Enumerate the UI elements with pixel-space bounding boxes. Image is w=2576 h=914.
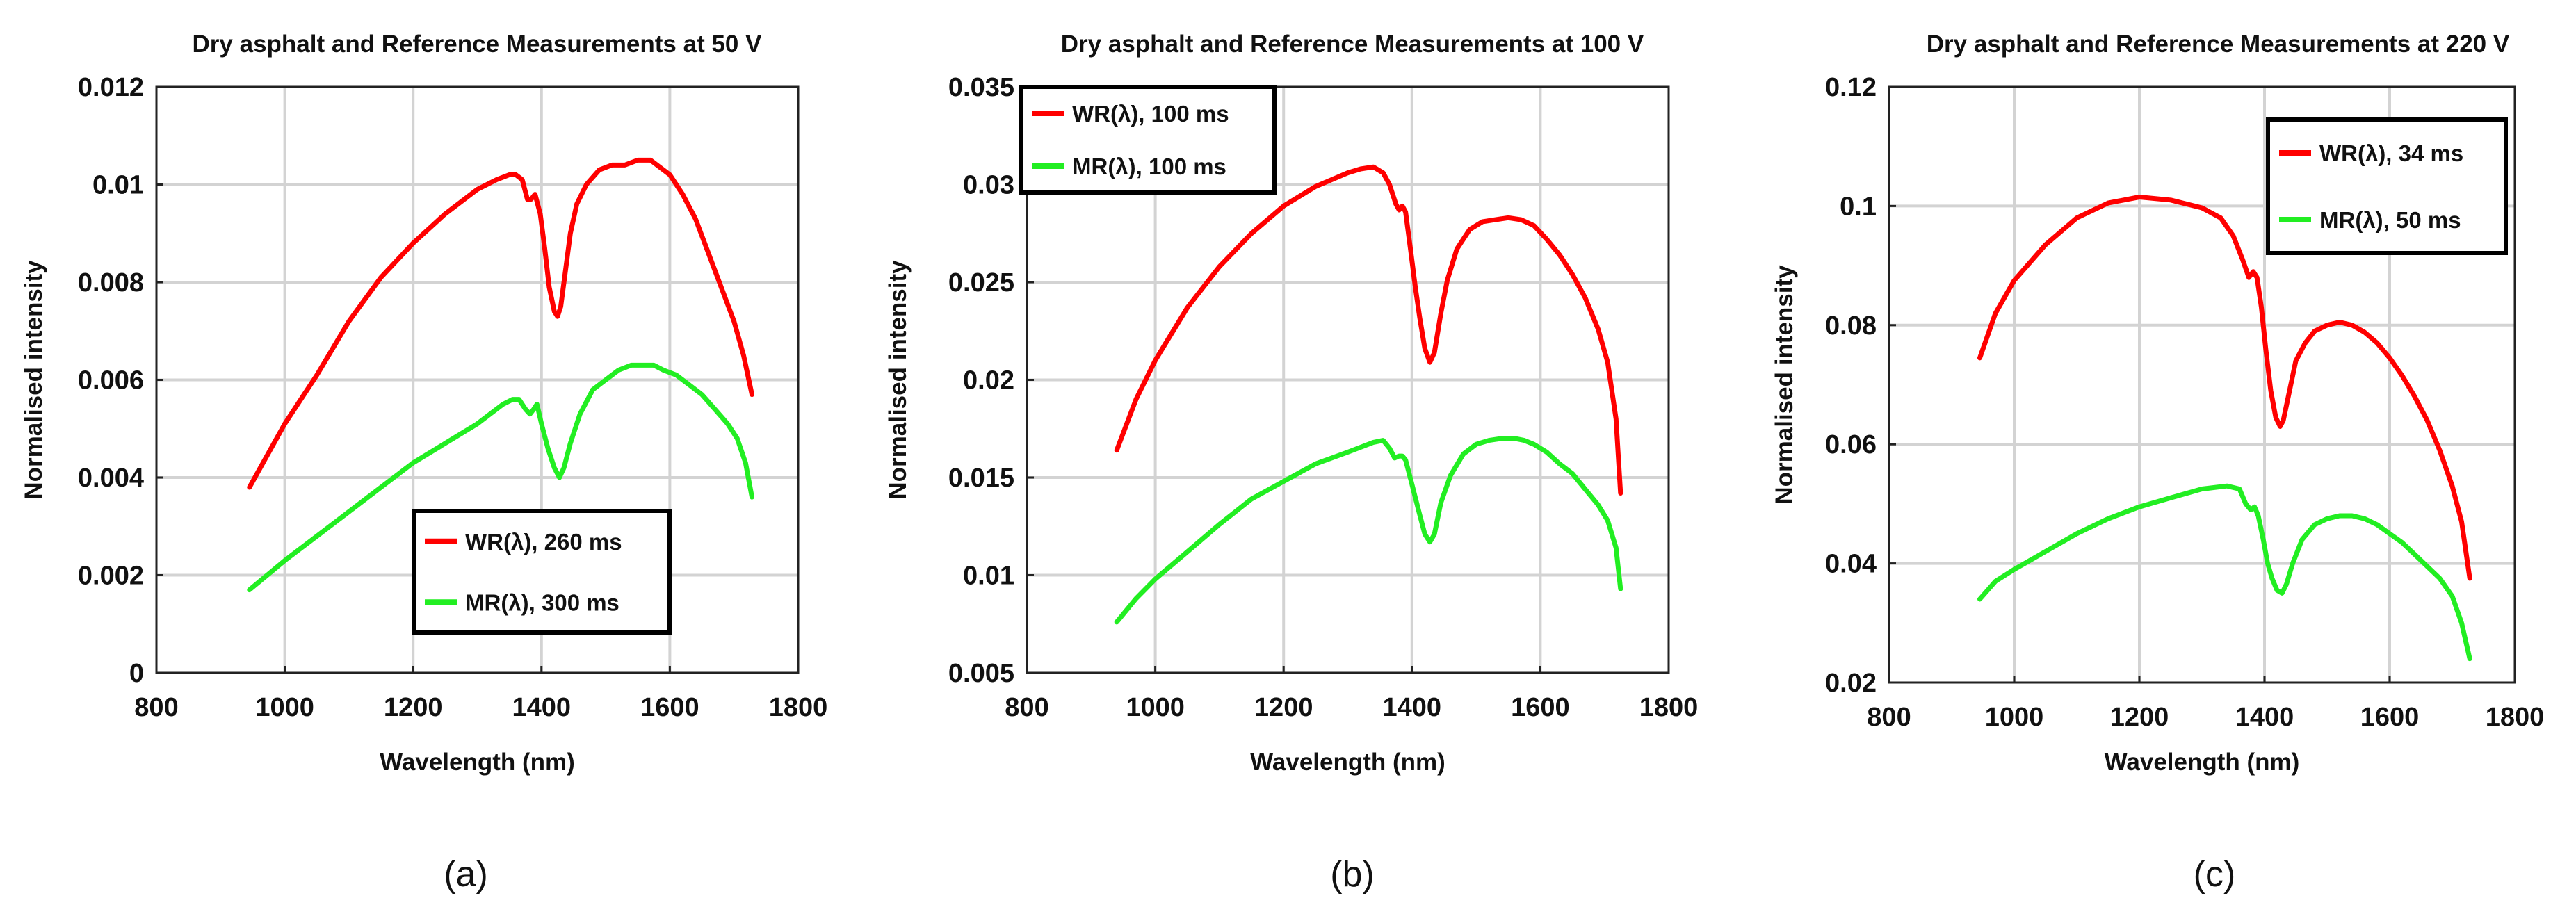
legend-box <box>2266 117 2508 255</box>
series-line-wr <box>1977 195 2472 581</box>
legend-label-mr: MR(λ), 50 ms <box>2319 207 2461 233</box>
y-tick-label: 0 <box>129 659 144 688</box>
x-tick-label: 1600 <box>2360 703 2420 732</box>
y-tick-label: 0.006 <box>78 366 144 395</box>
x-axis-label: Wavelength (nm) <box>380 749 575 776</box>
x-tick-label: 1000 <box>255 693 314 722</box>
y-tick-label: 0.03 <box>963 171 1014 200</box>
x-tick-label: 800 <box>1867 703 1911 732</box>
x-axis-label: Wavelength (nm) <box>1250 749 1445 776</box>
x-tick-label: 1000 <box>1126 693 1185 722</box>
legend-label-wr: WR(λ), 260 ms <box>465 529 622 555</box>
y-axis-label: Normalised intensity <box>1771 265 1798 505</box>
legend: WR(λ), 100 ms MR(λ), 100 ms <box>1019 85 1277 195</box>
x-tick-label: 1800 <box>1639 693 1699 722</box>
x-tick-label: 1600 <box>640 693 699 722</box>
y-tick-label: 0.002 <box>78 562 144 591</box>
legend: WR(λ), 260 ms MR(λ), 300 ms <box>412 509 672 635</box>
series-line-mr <box>1977 483 2472 662</box>
legend-label-mr: MR(λ), 100 ms <box>1072 154 1226 179</box>
chart-panel-1: 800 1000 1200 1400 1600 1800 0 0.002 0.004 0.006 0… <box>20 31 827 895</box>
chart-title: Dry asphalt and Reference Measurements a… <box>193 31 763 58</box>
y-tick-label: 0.01 <box>92 171 144 200</box>
x-tick-label: 1400 <box>2235 703 2294 732</box>
y-tick-label: 0.012 <box>78 73 144 102</box>
x-tick-label: 1800 <box>769 693 828 722</box>
x-tick-label: 1200 <box>1254 693 1313 722</box>
y-tick-label: 0.015 <box>948 464 1014 493</box>
series-line-mr <box>1114 436 1623 625</box>
x-tick-label: 1800 <box>2486 703 2545 732</box>
y-tick-label: 0.04 <box>1825 550 1877 579</box>
y-tick-label: 0.025 <box>948 268 1014 297</box>
y-tick-label: 0.01 <box>963 562 1014 591</box>
x-tick-label: 1400 <box>512 693 572 722</box>
legend-label-wr: WR(λ), 100 ms <box>1072 101 1229 127</box>
y-axis-label: Normalised intensity <box>884 260 912 500</box>
chart-title: Dry asphalt and Reference Measurements a… <box>1061 31 1644 58</box>
y-tick-label: 0.02 <box>1825 669 1877 698</box>
panel-label: (b) <box>1330 854 1375 895</box>
y-tick-label: 0.06 <box>1825 430 1877 459</box>
y-tick-label: 0.08 <box>1825 311 1877 341</box>
series-line-mr <box>247 362 754 593</box>
y-tick-label: 0.004 <box>78 464 144 493</box>
panel-label: (a) <box>444 854 488 895</box>
y-tick-label: 0.035 <box>948 73 1014 102</box>
legend: WR(λ), 34 ms MR(λ), 50 ms <box>2266 117 2508 255</box>
y-tick-label: 0.12 <box>1825 73 1877 102</box>
panel-label: (c) <box>2194 854 2236 895</box>
y-tick-label: 0.1 <box>1840 192 1877 221</box>
x-tick-label: 800 <box>134 693 178 722</box>
chart-panel-3: 800 1000 1200 1400 1600 1800 0.02 0.04 0.06 0.08 0… <box>1771 31 2544 895</box>
x-tick-label: 1200 <box>2110 703 2169 732</box>
legend-label-mr: MR(λ), 300 ms <box>465 589 619 615</box>
chart-panel-2: 800 1000 1200 1400 1600 1800 0.005 0.01 0.015 0.0… <box>884 31 1698 895</box>
chart-title: Dry asphalt and Reference Measurements a… <box>1927 31 2510 58</box>
series-line-wr <box>247 157 754 490</box>
x-tick-label: 1200 <box>384 693 443 722</box>
y-tick-label: 0.005 <box>948 659 1014 688</box>
x-axis-label: Wavelength (nm) <box>2105 749 2300 776</box>
y-tick-label: 0.008 <box>78 268 144 297</box>
series-line-wr <box>1114 164 1623 496</box>
legend-box <box>1019 85 1277 195</box>
x-tick-label: 1400 <box>1383 693 1442 722</box>
y-tick-label: 0.02 <box>963 366 1014 395</box>
legend-label-wr: WR(λ), 34 ms <box>2319 140 2463 166</box>
legend-box <box>412 509 672 635</box>
x-tick-label: 800 <box>1005 693 1048 722</box>
y-axis-label: Normalised intensity <box>20 260 47 500</box>
axes-frame <box>1888 85 2516 684</box>
x-tick-label: 1600 <box>1511 693 1570 722</box>
x-tick-label: 1000 <box>1985 703 2044 732</box>
